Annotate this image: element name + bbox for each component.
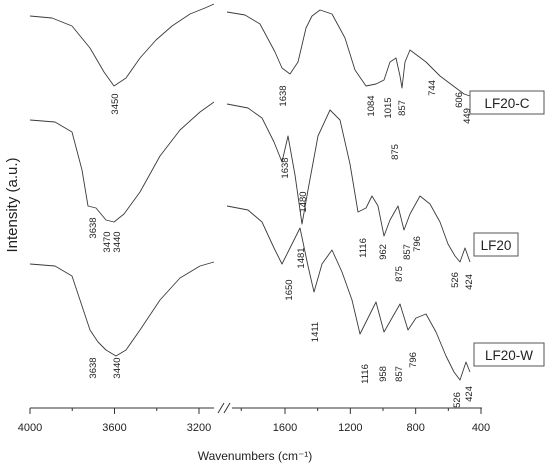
peak-label: 796 [408, 352, 419, 368]
peak-label: 3470 [102, 231, 113, 252]
series-label-lf20-w: LF20-W [485, 348, 533, 363]
peak-label: 1650 [284, 279, 295, 300]
peak-label: 526 [450, 272, 461, 288]
x-tick-label: 3200 [187, 422, 211, 434]
peak-label: 606 [454, 92, 465, 108]
peak-label: 744 [427, 80, 438, 96]
legend-lf20-w: LF20-W [473, 342, 545, 367]
peak-label: 1116 [360, 364, 371, 384]
y-axis-label: Intensity (a.u.) [4, 157, 21, 252]
peak-label: 875 [394, 266, 405, 282]
spectrum-line-lf20-left [29, 101, 215, 223]
spectrum-line-lf20-w-right [226, 205, 471, 381]
spectrum-line-lf20-c-right [226, 9, 471, 97]
peak-label: 1638 [278, 85, 289, 106]
peak-label: 796 [412, 236, 423, 252]
axis-break [217, 402, 231, 414]
x-tick-label: 3600 [102, 422, 126, 434]
x-axis-label: Wavenumbers (cm⁻¹) [198, 449, 313, 463]
legend-lf20: LF20 [473, 232, 519, 257]
peak-label: 1481 [296, 247, 307, 268]
spectrum-line-lf20-c-left [29, 3, 215, 87]
x-tick-label: 1200 [338, 422, 362, 434]
peak-label: 3638 [88, 357, 99, 378]
peak-label: 1116 [358, 238, 369, 258]
peak-label: 857 [394, 366, 405, 382]
peak-label: 526 [452, 392, 463, 408]
peak-label: 3440 [112, 231, 123, 252]
peak-label: 3450 [110, 93, 121, 114]
spectrum-line-lf20-right [226, 103, 471, 263]
x-tick-label: 400 [472, 422, 490, 434]
peak-label: 424 [464, 274, 475, 290]
series-label-lf20-c: LF20-C [484, 96, 529, 111]
peak-label: 1015 [383, 97, 394, 118]
x-tick-label: 800 [406, 422, 424, 434]
peak-label: 958 [378, 366, 389, 382]
peak-label: 449 [462, 108, 473, 124]
peak-label: 1084 [366, 95, 377, 116]
peak-label: 962 [378, 244, 389, 260]
spectrum-line-lf20-w-left [29, 261, 215, 357]
peak-label: 1411 [310, 322, 321, 342]
series-label-lf20: LF20 [481, 238, 512, 253]
spectra-curves [29, 3, 471, 381]
peak-label: 857 [397, 100, 408, 116]
peak-label: 424 [464, 386, 475, 402]
x-ticks: 4000 3600 3200 1600 1200 800 400 [18, 408, 490, 434]
peak-label: 857 [402, 244, 413, 260]
peak-label: 1638 [280, 157, 291, 178]
x-tick-label: 4000 [18, 422, 42, 434]
peak-label: 1480 [298, 191, 309, 212]
x-axis: 4000 3600 3200 1600 1200 800 400 [18, 402, 490, 434]
peak-label: 3440 [112, 357, 123, 378]
legend-lf20-c: LF20-C [469, 90, 545, 115]
peak-label: 3638 [88, 217, 99, 238]
peak-label: 875 [390, 144, 401, 160]
x-tick-label: 1600 [273, 422, 297, 434]
